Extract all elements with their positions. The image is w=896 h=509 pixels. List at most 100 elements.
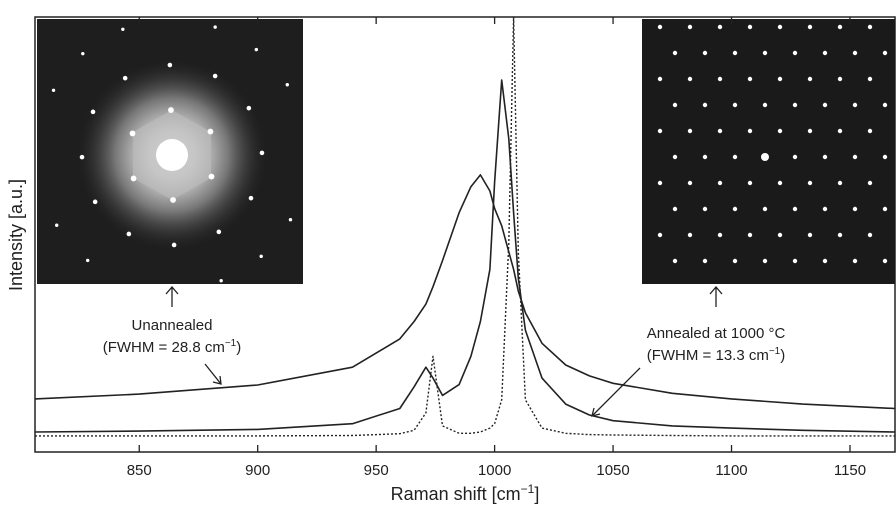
diffraction-spot [687,128,693,134]
diffraction-spot [732,206,738,212]
diffraction-spot [85,258,90,263]
diffraction-spot [90,109,96,115]
diffraction-spot [248,195,254,201]
diffraction-spot [882,258,888,264]
diffraction-spot [747,76,753,82]
diffraction-spot [717,128,723,134]
diffraction-spot [867,24,873,30]
diffraction-spot [822,258,828,264]
diffraction-spot [837,180,843,186]
x-tick-label: 850 [127,462,152,479]
diffraction-spot [285,83,289,87]
diffraction-spot [822,154,828,160]
diffraction-spot [672,258,678,264]
diffraction-spot [129,130,136,137]
diffraction-spot [807,76,813,82]
diffraction-spot [126,231,132,237]
diffraction-spot [852,206,858,212]
annotation-text: (FWHM = 28.8 cm−1) [103,338,242,356]
diffraction-spot [867,128,873,134]
diffraction-spot [92,199,98,205]
diffraction-spot [687,180,693,186]
annotation-title: Annealed at 1000 °C [647,325,786,342]
diffraction-spot [732,102,738,108]
diffraction-spot [777,180,783,186]
diffraction-spot [852,154,858,160]
diffraction-spot [702,154,708,160]
x-tick-label: 900 [245,462,270,479]
diffraction-spot [732,50,738,56]
diffraction-spot [837,76,843,82]
diffraction-spot [882,102,888,108]
diffraction-spot [837,24,843,30]
diffraction-spot [657,180,663,186]
diffraction-spot [130,175,137,182]
x-tick-label: 1150 [834,462,866,479]
diffraction-spot [852,258,858,264]
spectrum-line [35,79,895,433]
diffraction-spot [717,232,723,238]
diffraction-spot [672,206,678,212]
diffraction-spot [259,150,265,156]
diffraction-spot [687,76,693,82]
diffraction-spot [657,128,663,134]
diffraction-spot [246,105,252,111]
diffraction-spot [762,258,768,264]
diffraction-spot [288,218,293,222]
diffraction-spot [852,50,858,56]
diffraction-spot [807,180,813,186]
diffraction-spot [170,197,176,203]
diffraction-spot [121,27,125,31]
diffraction-spot [687,232,693,238]
diffraction-spot [657,24,663,30]
diffraction-spot [777,232,783,238]
diffraction-spot [702,258,708,264]
diffraction-spot [79,154,85,160]
x-axis-label: Raman shift [cm−1] [391,482,540,504]
x-tick-label: 950 [364,462,389,479]
diffraction-spot [807,24,813,30]
diffraction-spot [657,232,663,238]
diffraction-spot [657,76,663,82]
diffraction-spot [867,180,873,186]
annotation-title: Unannealed [132,317,213,334]
diffraction-spot [747,232,753,238]
diffraction-spot [777,76,783,82]
diffraction-spot [702,206,708,212]
diffraction-spot [168,107,174,113]
diffraction-spot [732,258,738,264]
diffraction-spot [208,173,215,180]
diffraction-spot [822,50,828,56]
diffraction-spot [216,229,222,235]
diffraction-spot [822,206,828,212]
diffraction-spot [792,258,798,264]
y-axis-label: Intensity [a.u.] [6,179,26,291]
annotation-text: (FWHM = 13.3 cm−1) [647,346,786,364]
diffraction-spot [867,76,873,82]
diffraction-spot [51,88,56,92]
diffraction-spot [882,206,888,212]
diffraction-spot [777,128,783,134]
diffraction-spot [55,223,59,227]
diffraction-spot [807,232,813,238]
diffraction-spot [882,154,888,160]
diffraction-spot [837,128,843,134]
diffraction-spot [717,180,723,186]
diffraction-spot [687,24,693,30]
diffraction-spot [81,51,85,56]
diffraction-spot [761,153,769,161]
diffraction-spot [807,128,813,134]
diffraction-spot [867,232,873,238]
diffraction-spot [122,75,128,81]
diffraction-spot [852,102,858,108]
spectrum-line [35,174,895,410]
diffraction-spot [837,232,843,238]
diffraction-spot [747,180,753,186]
diffraction-spot [747,128,753,134]
diffraction-spot [167,62,173,68]
diffraction-spot [259,254,263,259]
diffraction-spot [762,50,768,56]
diffraction-spot [717,76,723,82]
diffraction-spot [702,102,708,108]
